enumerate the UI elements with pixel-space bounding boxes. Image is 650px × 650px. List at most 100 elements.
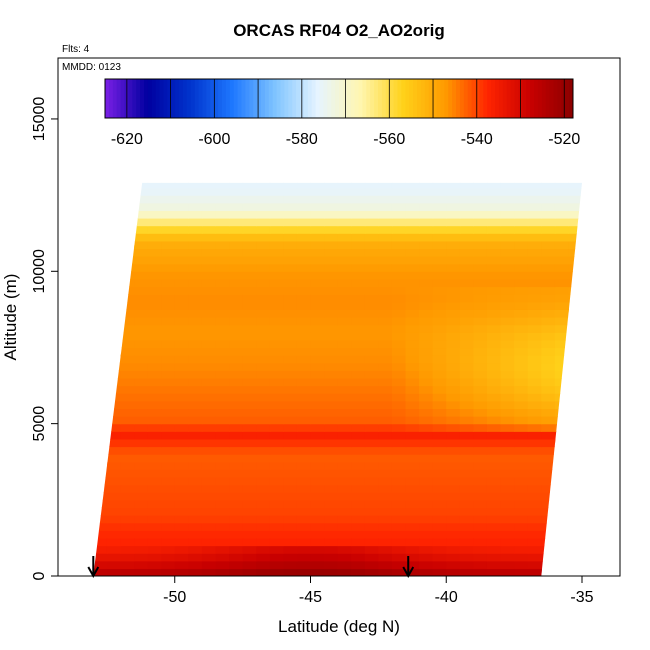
heatmap-cell xyxy=(296,233,312,242)
heatmap-cell xyxy=(120,339,135,349)
colorbar-segment xyxy=(264,79,270,118)
heatmap-cell xyxy=(541,484,556,493)
heatmap-cell xyxy=(93,309,94,318)
heatmap-cell xyxy=(93,545,108,554)
heatmap-cell xyxy=(378,256,393,265)
heatmap-cell xyxy=(514,522,529,531)
heatmap-cell xyxy=(188,385,203,394)
heatmap-cell xyxy=(66,188,80,196)
heatmap-cell xyxy=(473,294,488,303)
colorbar-segment xyxy=(140,79,145,118)
heatmap-cell xyxy=(364,385,379,394)
heatmap-cell xyxy=(134,187,149,196)
colorbar-segment xyxy=(151,79,157,118)
heatmap-cell xyxy=(256,202,271,211)
heatmap-cell xyxy=(215,294,230,303)
heatmap-cell xyxy=(215,515,230,524)
heatmap-cell xyxy=(283,182,298,189)
heatmap-cell xyxy=(514,362,529,371)
heatmap-cell xyxy=(93,355,94,364)
heatmap-cell xyxy=(215,537,230,547)
heatmap-cell xyxy=(66,485,80,493)
heatmap-cell xyxy=(93,507,108,516)
y-tick-label: 5000 xyxy=(31,406,48,442)
heatmap-cell xyxy=(161,499,176,509)
heatmap-cell xyxy=(473,240,488,250)
heatmap-cell xyxy=(419,545,434,554)
heatmap-cell xyxy=(283,431,298,440)
heatmap-cell xyxy=(527,553,542,562)
heatmap-cell xyxy=(391,568,407,576)
heatmap-cell xyxy=(527,568,542,576)
heatmap-cell xyxy=(269,294,284,303)
heatmap-cell xyxy=(405,248,420,257)
heatmap-cell xyxy=(473,530,488,539)
heatmap-cell xyxy=(215,530,230,539)
heatmap-cell xyxy=(500,347,515,356)
heatmap-cell xyxy=(554,286,570,295)
heatmap-cell xyxy=(337,217,352,227)
heatmap-cell xyxy=(310,324,325,333)
heatmap-cell xyxy=(161,317,176,326)
heatmap-cell xyxy=(568,492,582,501)
heatmap-cell xyxy=(174,347,189,356)
heatmap-cell xyxy=(500,377,515,387)
heatmap-cell xyxy=(473,271,488,280)
heatmap-cell xyxy=(541,195,556,204)
heatmap-cell xyxy=(378,240,393,250)
heatmap-cell xyxy=(324,324,339,333)
heatmap-cell xyxy=(432,217,447,227)
heatmap-cell xyxy=(66,264,80,272)
heatmap-cell xyxy=(161,446,176,455)
heatmap-cell xyxy=(432,492,447,501)
heatmap-cell xyxy=(568,256,582,265)
heatmap-cell xyxy=(554,182,570,189)
heatmap-cell xyxy=(514,187,529,196)
heatmap-cell xyxy=(364,332,379,341)
heatmap-cell xyxy=(66,355,80,363)
heatmap-cell xyxy=(66,523,80,531)
heatmap-cell xyxy=(405,225,420,234)
heatmap-cell xyxy=(581,202,582,211)
heatmap-cell xyxy=(473,454,488,463)
heatmap-cell xyxy=(554,484,570,493)
heatmap-cell xyxy=(419,263,434,272)
heatmap-cell xyxy=(446,393,461,402)
heatmap-cell xyxy=(324,187,339,196)
heatmap-cell xyxy=(446,568,461,576)
heatmap-cell xyxy=(242,400,257,410)
heatmap-cell xyxy=(337,400,352,410)
heatmap-cell xyxy=(581,499,582,509)
heatmap-cell xyxy=(500,553,515,562)
heatmap-cell xyxy=(378,560,393,569)
heatmap-cell xyxy=(120,187,135,196)
heatmap-cell xyxy=(500,355,515,364)
heatmap-cell xyxy=(351,182,366,189)
heatmap-field xyxy=(66,182,582,576)
heatmap-cell xyxy=(256,317,271,326)
heatmap-cell xyxy=(446,240,461,250)
heatmap-cell xyxy=(554,522,570,531)
heatmap-cell xyxy=(256,507,271,516)
heatmap-cell xyxy=(432,530,447,539)
heatmap-cell xyxy=(120,263,135,272)
heatmap-cell xyxy=(93,530,108,539)
heatmap-cell xyxy=(269,339,284,349)
heatmap-cell xyxy=(324,217,339,227)
heatmap-cell xyxy=(229,545,244,554)
heatmap-cell xyxy=(419,492,434,501)
heatmap-cell xyxy=(581,317,582,326)
heatmap-cell xyxy=(229,492,244,501)
heatmap-cell xyxy=(337,537,352,547)
colorbar-segment xyxy=(522,79,527,118)
heatmap-cell xyxy=(310,362,325,371)
heatmap-cell xyxy=(242,416,257,425)
heatmap-cell xyxy=(473,210,488,219)
heatmap-cell xyxy=(419,416,434,425)
colorbar: -620 -600 -580 -560 -540 -520 xyxy=(104,78,580,148)
heatmap-cell xyxy=(188,370,203,379)
heatmap-cell xyxy=(215,210,230,219)
heatmap-cell xyxy=(66,530,80,538)
heatmap-cell xyxy=(446,309,461,318)
heatmap-cell xyxy=(93,217,94,227)
